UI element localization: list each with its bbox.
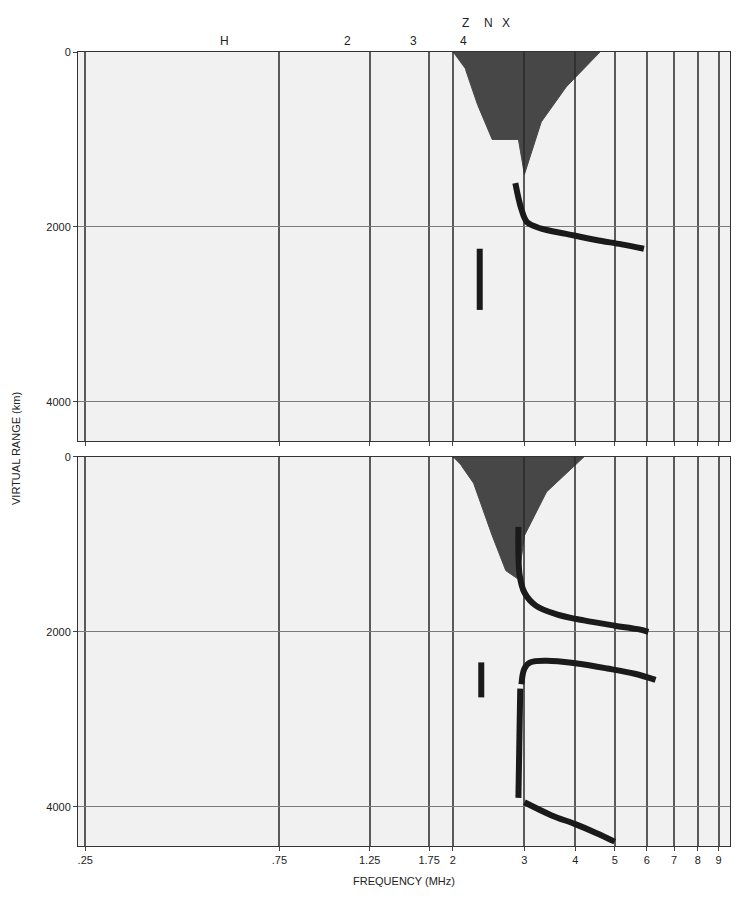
svg-text:5: 5: [612, 854, 618, 866]
svg-text:N: N: [484, 16, 493, 30]
svg-text:Z: Z: [462, 16, 469, 30]
svg-text:3: 3: [521, 854, 527, 866]
svg-text:2: 2: [450, 854, 456, 866]
svg-text:X: X: [502, 16, 510, 30]
svg-text:0: 0: [65, 46, 71, 58]
svg-text:4000: 4000: [46, 801, 70, 813]
svg-text:6: 6: [644, 854, 650, 866]
svg-text:2: 2: [344, 34, 351, 48]
svg-text:4000: 4000: [46, 396, 70, 408]
svg-text:H: H: [220, 34, 229, 48]
svg-text:8: 8: [695, 854, 701, 866]
svg-text:FREQUENCY (MHz): FREQUENCY (MHz): [353, 875, 455, 887]
svg-text:2000: 2000: [46, 626, 70, 638]
svg-text:7: 7: [671, 854, 677, 866]
svg-text:2000: 2000: [46, 221, 70, 233]
svg-text:1.25: 1.25: [359, 854, 380, 866]
svg-text:4: 4: [460, 34, 467, 48]
svg-text:1.75: 1.75: [418, 854, 439, 866]
svg-text:4: 4: [572, 854, 578, 866]
svg-text:.25: .25: [78, 854, 93, 866]
svg-text:0: 0: [65, 451, 71, 463]
svg-text:.75: .75: [272, 854, 287, 866]
svg-text:9: 9: [716, 854, 722, 866]
svg-text:3: 3: [410, 34, 417, 48]
svg-text:VIRTUAL RANGE (km): VIRTUAL RANGE (km): [10, 392, 22, 505]
